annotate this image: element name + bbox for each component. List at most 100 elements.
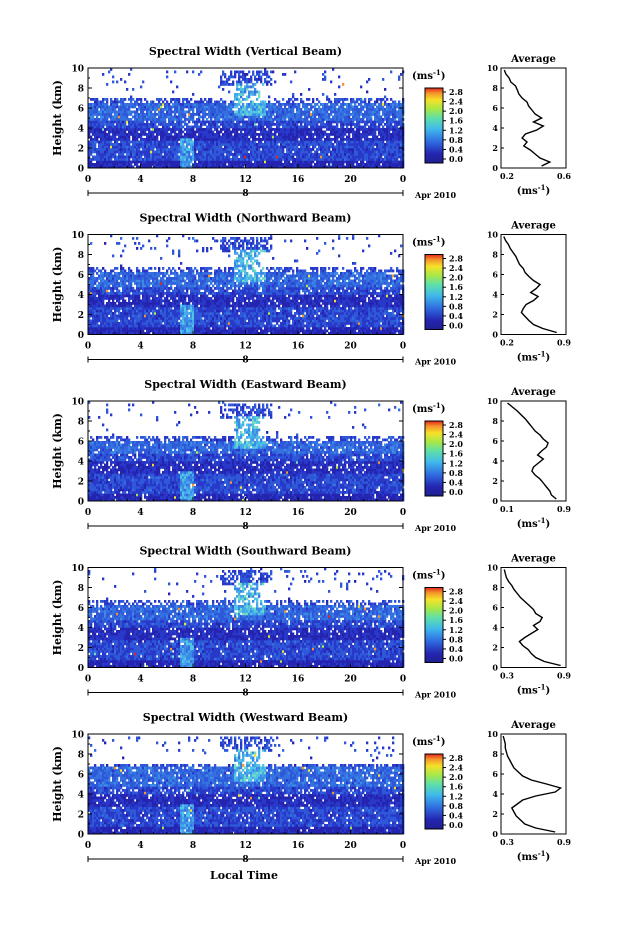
heatmap-cell: [114, 103, 117, 106]
heatmap-cell: [370, 125, 373, 129]
heatmap-cell: [354, 105, 357, 109]
heatmap-cell: [98, 135, 101, 139]
heatmap-cell: [144, 289, 147, 293]
heatmap-cell: [182, 105, 185, 109]
heatmap-cell: [174, 140, 177, 144]
heatmap-cell: [112, 327, 115, 330]
heatmap-cell: [108, 309, 111, 313]
heatmap-cell: [214, 163, 217, 166]
heatmap-cell: [268, 143, 271, 146]
heatmap-cell: [140, 110, 143, 114]
heatmap-cell: [394, 145, 397, 149]
heatmap-cell: [122, 282, 125, 285]
heatmap-cell: [128, 297, 131, 300]
heatmap-cell: [276, 143, 279, 146]
heatmap-cell: [270, 103, 273, 106]
heatmap-cell: [126, 322, 129, 325]
heatmap-cell: [376, 135, 379, 139]
heatmap-cell: [372, 128, 375, 131]
heatmap-cell: [102, 327, 105, 330]
heatmap-cell: [256, 150, 259, 154]
heatmap-cell: [350, 125, 353, 129]
heatmap-cell: [318, 110, 321, 114]
heatmap-cell: [192, 115, 195, 119]
heatmap-cell: [374, 125, 377, 129]
heatmap-cell: [170, 153, 173, 156]
heatmap-cell: [240, 158, 243, 161]
heatmap-cell: [326, 118, 329, 121]
heatmap-cell: [324, 153, 327, 156]
heatmap-cell: [240, 130, 243, 134]
avg-x-tick-label: 0.6: [557, 171, 571, 181]
heatmap-cell: [370, 143, 373, 146]
heatmap-cell: [234, 153, 237, 156]
heatmap-cell: [98, 103, 101, 106]
heatmap-cell: [132, 120, 135, 124]
heatmap-cell: [288, 163, 291, 166]
heatmap-cell: [204, 105, 207, 109]
heatmap-cell: [270, 145, 273, 149]
heatmap-cell: [228, 163, 231, 166]
heatmap-cell: [120, 304, 123, 308]
heatmap-cell: [160, 155, 163, 159]
heatmap-cell: [102, 125, 105, 129]
heatmap-cell: [166, 135, 169, 139]
heatmap-cell: [104, 307, 107, 310]
heatmap-cell: [222, 88, 225, 91]
heatmap-cell: [108, 140, 111, 144]
heatmap-cell: [136, 279, 139, 283]
heatmap-cell: [174, 108, 177, 111]
heatmap-cell: [178, 138, 181, 141]
heatmap-cell: [114, 304, 117, 308]
heatmap-cell: [332, 115, 335, 119]
heatmap-cell: [202, 118, 205, 121]
heatmap-cell: [164, 123, 167, 126]
heatmap-cell: [282, 118, 285, 121]
heatmap-cell: [256, 160, 259, 164]
heatmap-cell: [154, 163, 157, 166]
heatmap-cell: [298, 120, 301, 124]
heatmap-cell: [98, 274, 101, 278]
heatmap-cell: [394, 158, 397, 161]
heatmap-cell: [326, 113, 329, 116]
heatmap-cell: [236, 135, 239, 139]
heatmap-cell: [144, 294, 147, 298]
heatmap-cell: [208, 135, 211, 139]
heatmap-cell: [358, 133, 361, 136]
heatmap-cell: [152, 150, 155, 154]
heatmap-cell: [356, 115, 359, 119]
heatmap-cell: [344, 120, 347, 124]
heatmap-cell: [300, 118, 303, 121]
heatmap-cell: [154, 165, 157, 169]
heatmap-cell: [108, 297, 111, 300]
heatmap-cell: [376, 118, 379, 121]
heatmap-cell: [170, 165, 173, 169]
heatmap-cell: [376, 110, 379, 114]
heatmap-cell: [278, 110, 281, 114]
heatmap-cell: [202, 133, 205, 136]
heatmap-cell: [94, 165, 97, 169]
heatmap-cell: [120, 282, 123, 285]
heatmap-cell: [148, 110, 151, 114]
heatmap-cell: [156, 148, 159, 151]
heatmap-cell: [236, 110, 239, 114]
heatmap-cell: [270, 133, 273, 136]
heatmap-cell: [346, 143, 349, 146]
heatmap-cell: [232, 163, 235, 166]
heatmap-cell: [308, 140, 311, 144]
heatmap-cell: [230, 100, 233, 104]
heatmap-cell: [138, 304, 141, 308]
heatmap-cell: [292, 110, 295, 114]
heatmap-cell: [302, 148, 305, 151]
heatmap-cell: [124, 80, 127, 84]
heatmap-cell: [374, 143, 377, 146]
heatmap-cell: [210, 118, 213, 121]
heatmap-cell: [260, 78, 263, 81]
heatmap-cell: [204, 108, 207, 111]
heatmap-cell: [120, 153, 123, 156]
heatmap-cell: [244, 120, 247, 124]
heatmap-cell: [218, 155, 221, 159]
heatmap-cell: [114, 267, 117, 270]
heatmap-cell: [382, 135, 385, 139]
heatmap-cell: [262, 103, 265, 106]
